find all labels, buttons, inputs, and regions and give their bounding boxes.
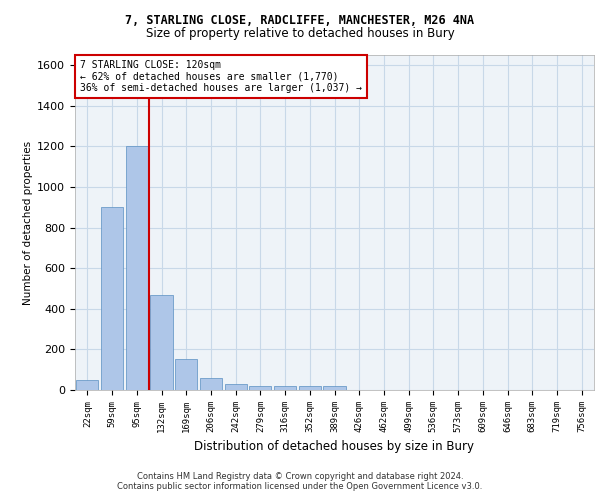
Text: Contains HM Land Registry data © Crown copyright and database right 2024.: Contains HM Land Registry data © Crown c… — [137, 472, 463, 481]
X-axis label: Distribution of detached houses by size in Bury: Distribution of detached houses by size … — [194, 440, 475, 454]
Bar — [224, 384, 247, 390]
Y-axis label: Number of detached properties: Number of detached properties — [23, 140, 33, 304]
Bar — [76, 380, 98, 390]
Bar — [200, 378, 222, 390]
Text: Contains public sector information licensed under the Open Government Licence v3: Contains public sector information licen… — [118, 482, 482, 491]
Bar — [299, 386, 321, 390]
Bar — [323, 386, 346, 390]
Text: 7 STARLING CLOSE: 120sqm
← 62% of detached houses are smaller (1,770)
36% of sem: 7 STARLING CLOSE: 120sqm ← 62% of detach… — [80, 60, 362, 93]
Bar — [151, 294, 173, 390]
Bar — [274, 386, 296, 390]
Bar — [175, 358, 197, 390]
Bar — [101, 208, 123, 390]
Text: 7, STARLING CLOSE, RADCLIFFE, MANCHESTER, M26 4NA: 7, STARLING CLOSE, RADCLIFFE, MANCHESTER… — [125, 14, 475, 27]
Text: Size of property relative to detached houses in Bury: Size of property relative to detached ho… — [146, 28, 454, 40]
Bar — [249, 386, 271, 390]
Bar — [125, 146, 148, 390]
